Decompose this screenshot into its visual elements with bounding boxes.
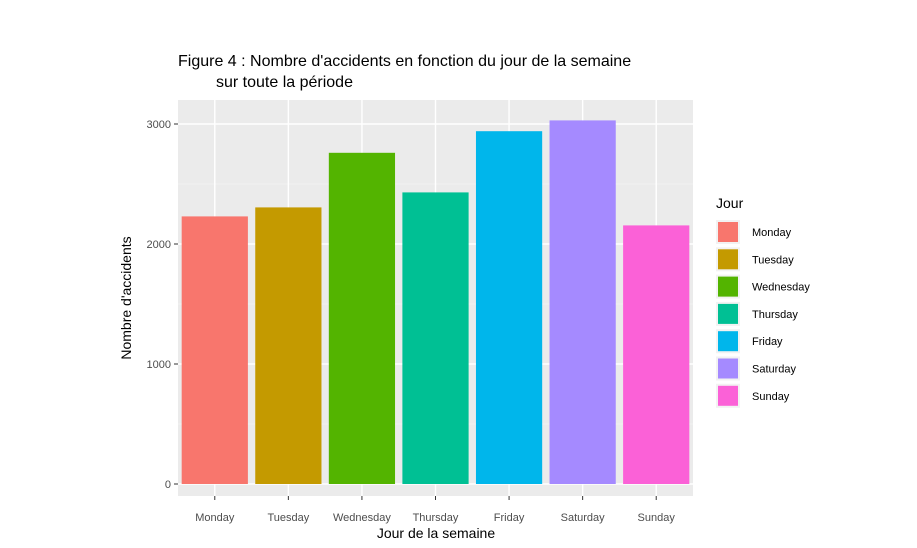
legend-swatch-thursday (718, 303, 738, 324)
legend-swatch-sunday (718, 385, 738, 406)
y-tick-label: 1000 (147, 359, 171, 371)
y-tick-label: 0 (165, 479, 171, 491)
x-tick-label: Sunday (638, 512, 676, 524)
y-tick-label: 2000 (147, 239, 171, 251)
bar-sunday (623, 225, 690, 484)
x-axis-title: Jour de la semaine (377, 525, 496, 541)
bar-tuesday (255, 207, 322, 484)
legend-swatch-wednesday (718, 276, 738, 297)
chart-title: Figure 4 : Nombre d'accidents en fonctio… (178, 53, 631, 70)
x-tick-label: Monday (195, 512, 235, 524)
legend-label: Tuesday (752, 254, 794, 266)
y-tick-label: 3000 (147, 119, 171, 131)
legend-label: Monday (752, 227, 792, 239)
x-axis: Monday Tuesday Wednesday Thursday Friday Satu… (195, 496, 675, 524)
legend-swatch-friday (718, 331, 738, 352)
legend-label: Sunday (752, 391, 790, 403)
legend-title: Jour (716, 195, 744, 211)
legend: Monday Tuesday Wednesday Thursday Friday Satu… (716, 220, 810, 408)
legend-label: Thursday (752, 309, 798, 321)
x-tick-label: Tuesday (267, 512, 309, 524)
x-tick-label: Friday (494, 512, 525, 524)
legend-swatch-saturday (718, 358, 738, 379)
legend-label: Friday (752, 336, 783, 348)
x-tick-label: Wednesday (333, 512, 391, 524)
chart-subtitle: sur toute la période (216, 74, 353, 91)
legend-swatch-monday (718, 222, 738, 242)
y-axis-title: Nombre d'accidents (118, 236, 134, 359)
bar-friday (475, 131, 543, 484)
bar-monday (181, 216, 248, 484)
bar-wednesday (328, 152, 396, 485)
legend-label: Wednesday (752, 282, 810, 294)
legend-label: Saturday (752, 364, 797, 376)
legend-swatch-tuesday (718, 249, 738, 270)
bar-saturday (549, 120, 616, 485)
x-tick-label: Saturday (561, 512, 606, 524)
bar-thursday (402, 192, 469, 484)
x-tick-label: Thursday (413, 512, 459, 524)
bars (181, 120, 690, 485)
y-axis: 0 1000 2000 3000 (147, 119, 178, 491)
